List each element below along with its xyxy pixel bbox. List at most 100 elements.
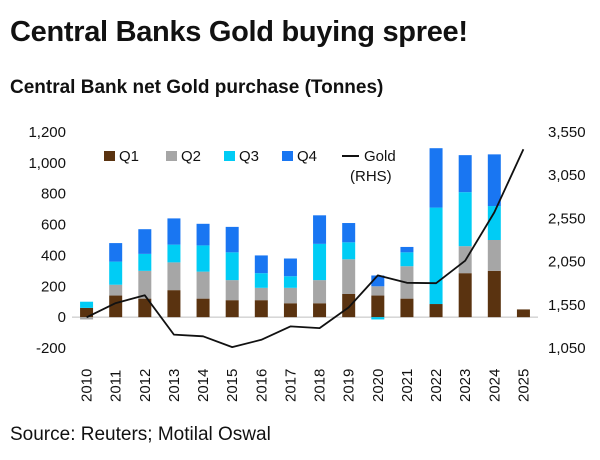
bar-q1-2011 xyxy=(109,295,123,318)
bar-q2-2010 xyxy=(80,317,94,320)
bar-q3-2024 xyxy=(487,206,501,240)
legend-label-q1: Q1 xyxy=(119,148,139,165)
gold-price-line xyxy=(86,148,525,349)
y-right-tick-label: 3,550 xyxy=(548,124,586,141)
legend-swatch-q2 xyxy=(166,151,177,161)
bar-q3-2012 xyxy=(138,253,152,271)
bar-q3-2023 xyxy=(458,192,472,247)
chart-source: Source: Reuters; Motilal Oswal xyxy=(10,424,271,445)
bar-q4-2023 xyxy=(458,155,472,193)
x-tick-label: 2013 xyxy=(166,369,183,402)
legend-swatch-q1 xyxy=(104,151,115,161)
x-tick-label: 2023 xyxy=(457,369,474,402)
x-tick-label: 2014 xyxy=(195,369,212,402)
x-tick-label: 2024 xyxy=(486,369,503,402)
y-left-tick-label: 200 xyxy=(41,278,66,295)
bar-q1-2019 xyxy=(342,294,356,318)
x-tick-label: 2019 xyxy=(341,369,358,402)
bar-q4-2017 xyxy=(283,258,297,277)
legend-swatch-q3 xyxy=(224,151,235,161)
bar-q3-2011 xyxy=(109,261,123,285)
y-left-tick-label: 600 xyxy=(41,217,66,234)
bar-q4-2013 xyxy=(167,218,181,245)
x-tick-label: 2012 xyxy=(137,369,154,402)
bar-q1-2023 xyxy=(458,273,472,318)
y-left-tick-label: 400 xyxy=(41,247,66,264)
bar-q2-2012 xyxy=(138,270,152,299)
bar-q3-2019 xyxy=(342,242,356,260)
bar-q4-2012 xyxy=(138,229,152,254)
x-tick-label: 2011 xyxy=(108,370,125,402)
x-tick-label: 2015 xyxy=(224,369,241,402)
bar-q4-2014 xyxy=(196,223,210,246)
y-right-tick-label: 1,050 xyxy=(548,340,586,357)
bar-q1-2012 xyxy=(138,298,152,318)
y-right-tick-label: 3,050 xyxy=(548,167,586,184)
bar-q3-2014 xyxy=(196,245,210,272)
bar-q1-2013 xyxy=(167,290,181,318)
bar-q2-2015 xyxy=(225,280,239,301)
bar-q3-2020 xyxy=(371,317,385,320)
bar-q4-2015 xyxy=(225,226,239,253)
legend-label-gold: Gold xyxy=(364,148,396,165)
legend-label-q4: Q4 xyxy=(297,148,317,165)
y-right-tick-label: 2,050 xyxy=(548,254,586,271)
bar-q1-2024 xyxy=(487,270,501,318)
bar-q2-2017 xyxy=(283,287,297,304)
bar-q4-2018 xyxy=(313,215,327,244)
bar-q4-2011 xyxy=(109,243,123,262)
bar-q3-2013 xyxy=(167,244,181,263)
bar-q1-2016 xyxy=(254,300,268,318)
legend-label-q2: Q2 xyxy=(181,148,201,165)
bar-q2-2019 xyxy=(342,259,356,294)
bar-q3-2022 xyxy=(429,207,443,305)
bar-q4-2024 xyxy=(487,154,501,207)
bar-q2-2018 xyxy=(313,280,327,304)
bar-q1-2018 xyxy=(313,303,327,318)
y-left-tick-label: 1,000 xyxy=(28,155,66,172)
bar-q2-2013 xyxy=(167,262,181,291)
bar-q1-2017 xyxy=(283,303,297,318)
bar-q1-2010 xyxy=(80,307,94,318)
bar-q2-2011 xyxy=(109,284,123,296)
x-tick-label: 2010 xyxy=(79,369,96,402)
chart-subtitle: Central Bank net Gold purchase (Tonnes) xyxy=(10,77,384,98)
legend-label-gold-rhs: (RHS) xyxy=(350,168,392,185)
y-left-tick-label: -200 xyxy=(36,340,66,357)
bar-q2-2024 xyxy=(487,240,501,271)
chart-title: Central Banks Gold buying spree! xyxy=(10,16,468,48)
legend-swatch-q4 xyxy=(282,151,293,161)
bar-q4-2022 xyxy=(429,148,443,208)
x-tick-label: 2018 xyxy=(312,369,329,402)
bar-q1-2022 xyxy=(429,304,443,318)
bar-q4-2020 xyxy=(371,275,385,287)
bar-q4-2016 xyxy=(254,255,268,274)
bar-q1-2020 xyxy=(371,295,385,318)
bar-q2-2016 xyxy=(254,287,268,301)
bar-q4-2021 xyxy=(400,246,414,253)
bar-q3-2016 xyxy=(254,273,268,288)
bar-q3-2017 xyxy=(283,276,297,288)
x-tick-label: 2025 xyxy=(515,369,532,402)
bar-q1-2014 xyxy=(196,298,210,318)
y-left-tick-label: 1,200 xyxy=(28,124,66,141)
bar-q3-2015 xyxy=(225,252,239,281)
bar-q2-2014 xyxy=(196,271,210,299)
bar-q1-2025 xyxy=(516,309,530,318)
y-right-tick-label: 1,550 xyxy=(548,297,586,314)
y-left-tick-label: 0 xyxy=(58,309,66,326)
y-left-tick-label: 800 xyxy=(41,186,66,203)
bar-q3-2018 xyxy=(313,243,327,281)
bar-q4-2019 xyxy=(342,223,356,243)
y-right-tick-label: 2,550 xyxy=(548,210,586,227)
bar-q1-2021 xyxy=(400,298,414,318)
bar-q3-2010 xyxy=(80,301,94,308)
bar-q2-2020 xyxy=(371,286,385,296)
x-tick-label: 2016 xyxy=(253,369,270,402)
x-tick-label: 2020 xyxy=(370,369,387,402)
x-tick-label: 2021 xyxy=(399,369,416,402)
x-tick-label: 2017 xyxy=(282,369,299,402)
bar-q1-2015 xyxy=(225,300,239,318)
x-tick-label: 2022 xyxy=(428,369,445,402)
